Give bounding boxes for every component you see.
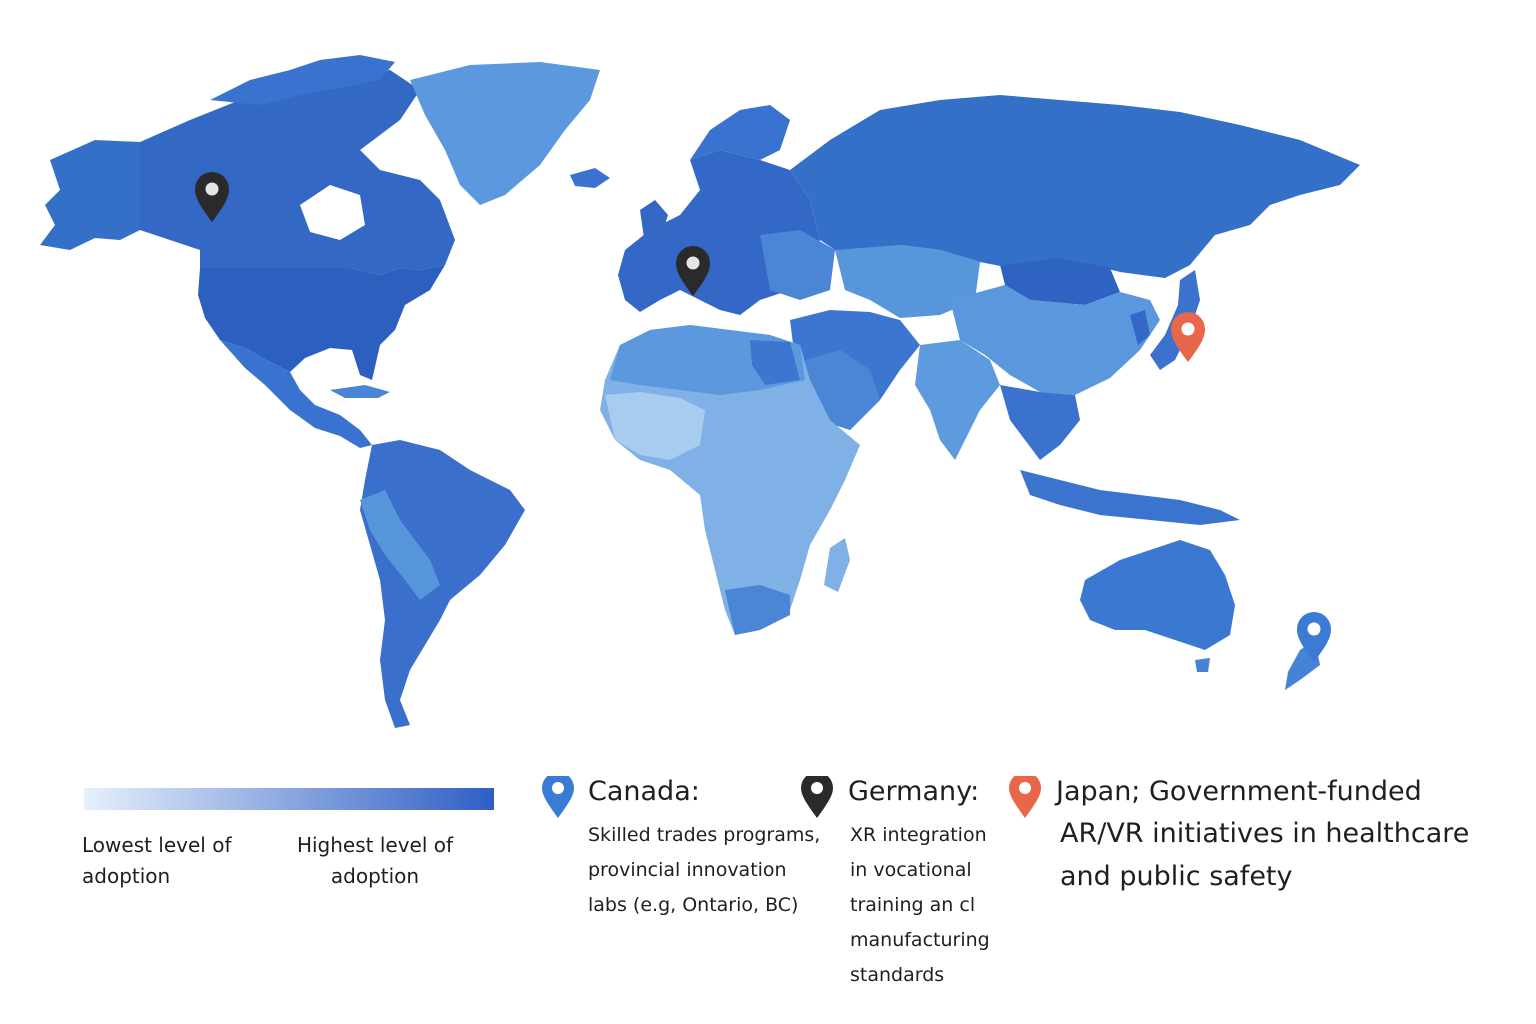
japan-desc-line: AR/VR initiatives in healthcare	[1060, 818, 1470, 849]
region-usa	[198, 265, 445, 380]
japan-desc-line: and public safety	[1060, 861, 1293, 892]
region-egypt	[750, 340, 800, 385]
region-mongolia	[1000, 258, 1120, 305]
region-arctic-islands	[210, 55, 395, 105]
canada-desc-line: Skilled trades programs,	[588, 824, 821, 846]
region-madagascar	[824, 538, 850, 592]
germany-callout-title: Germany:	[848, 776, 980, 807]
region-south-america	[360, 440, 525, 728]
world-choropleth-map	[40, 55, 1360, 728]
germany-desc-line: standards	[850, 964, 945, 986]
canada-desc-line: provincial innovation	[588, 859, 787, 881]
japan-callout-pin-icon	[1009, 776, 1041, 818]
region-scandinavia	[690, 105, 790, 160]
canada-desc-line: labs (e.g, Ontario, BC)	[588, 894, 799, 916]
region-greenland	[410, 62, 600, 205]
canada-callout-title: Canada:	[588, 776, 700, 807]
germany-desc-line: in vocational	[850, 859, 972, 881]
region-south-africa	[725, 585, 790, 635]
germany-desc-line: training an cl	[850, 894, 976, 916]
japan-map-pin-icon	[1171, 312, 1205, 362]
region-iceland	[570, 168, 610, 188]
region-southeast-asia	[1000, 385, 1080, 460]
canada-map-pin-icon	[195, 172, 229, 222]
adoption-gradient-legend	[84, 788, 494, 810]
region-indonesia	[1020, 470, 1240, 525]
legend-high-label: Highest level of adoption	[296, 833, 454, 888]
canada-callout-description: Skilled trades programs, provincial inno…	[588, 818, 820, 923]
japan-callout-description: AR/VR initiatives in healthcare and publ…	[1060, 812, 1469, 898]
region-uk	[640, 200, 668, 245]
germany-callout-description: XR integration in vocational training an…	[850, 818, 990, 993]
new-zealand-map-pin-icon	[1297, 612, 1331, 662]
region-andes	[360, 490, 440, 600]
region-tasmania	[1195, 658, 1210, 672]
region-alaska	[40, 140, 140, 250]
region-canada	[140, 70, 455, 275]
germany-map-pin-icon	[676, 246, 710, 296]
region-india	[915, 340, 1000, 460]
germany-desc-line: manufacturing	[850, 929, 990, 951]
germany-desc-line: XR integration	[850, 824, 987, 846]
region-eastern-europe	[760, 230, 835, 300]
region-caribbean	[330, 385, 390, 398]
region-australia	[1080, 540, 1235, 650]
region-mexico	[220, 340, 372, 448]
region-central-asia	[835, 245, 980, 318]
germany-callout-pin-icon	[801, 776, 833, 818]
region-west-africa	[605, 392, 705, 460]
canada-callout-pin-icon	[542, 776, 574, 818]
legend-low-label: Lowest level of adoption	[82, 833, 232, 888]
region-korea	[1130, 310, 1150, 345]
region-russia	[790, 95, 1360, 278]
region-china	[950, 285, 1160, 395]
japan-callout-title: Japan; Government-funded	[1056, 776, 1422, 807]
hudson-bay	[300, 185, 365, 240]
